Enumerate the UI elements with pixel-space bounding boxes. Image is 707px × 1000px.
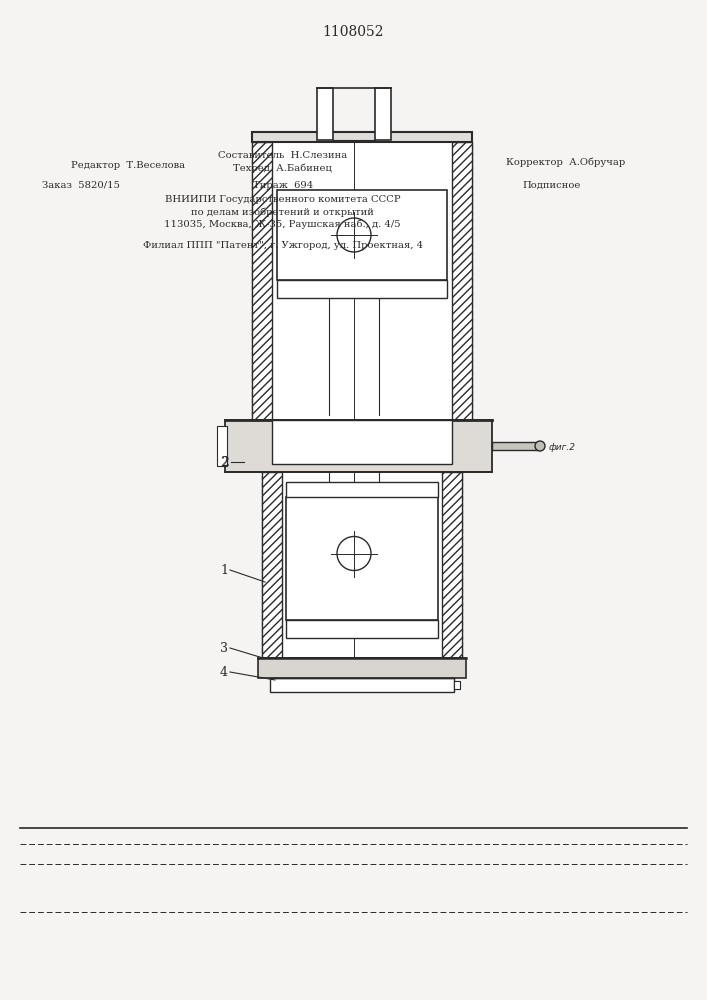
Text: 1108052: 1108052 <box>322 25 384 39</box>
Circle shape <box>337 536 371 570</box>
Bar <box>252 142 472 420</box>
Bar <box>277 280 447 298</box>
Bar <box>252 142 272 420</box>
Text: Корректор  А.Обручар: Корректор А.Обручар <box>506 157 625 167</box>
Text: 1: 1 <box>220 564 228 576</box>
Text: Филиал ППП "Патент", г. Ужгород, ул. Проектная, 4: Филиал ППП "Патент", г. Ужгород, ул. Про… <box>143 240 423 249</box>
Circle shape <box>535 441 545 451</box>
Bar <box>282 472 442 658</box>
Bar <box>442 472 462 658</box>
Bar <box>375 88 391 140</box>
Bar <box>492 442 540 450</box>
Text: 113035, Москва, Ж-35, Раушская наб., д. 4/5: 113035, Москва, Ж-35, Раушская наб., д. … <box>165 219 401 229</box>
Text: Тираж  694: Тираж 694 <box>252 180 313 190</box>
Bar <box>217 426 227 466</box>
Bar <box>317 88 333 140</box>
Bar <box>286 620 438 638</box>
Bar <box>454 681 460 689</box>
Bar <box>286 482 438 497</box>
Bar <box>270 678 454 692</box>
Text: Подписное: Подписное <box>522 180 580 190</box>
Text: Техред  А.Бабинец: Техред А.Бабинец <box>233 163 332 173</box>
Bar <box>258 658 466 678</box>
Bar <box>262 472 282 658</box>
Text: фиг.2: фиг.2 <box>549 444 576 452</box>
Bar <box>225 420 492 472</box>
Text: Заказ  5820/15: Заказ 5820/15 <box>42 180 120 190</box>
Text: 2: 2 <box>220 456 228 468</box>
Bar <box>286 497 438 620</box>
Text: 3: 3 <box>220 642 228 654</box>
Bar <box>277 190 447 280</box>
Text: 2: 2 <box>221 456 229 468</box>
Bar <box>452 142 472 420</box>
Bar <box>252 132 472 142</box>
Text: 4: 4 <box>220 666 228 678</box>
Bar <box>262 472 462 658</box>
Circle shape <box>337 218 371 252</box>
Bar <box>272 142 452 420</box>
Text: по делам изобретений и открытий: по делам изобретений и открытий <box>192 207 374 217</box>
Text: ВНИИПИ Государственного комитета СССР: ВНИИПИ Государственного комитета СССР <box>165 196 401 205</box>
Bar <box>272 420 452 464</box>
Text: Составитель  Н.Слезина: Составитель Н.Слезина <box>218 150 347 159</box>
Text: Редактор  Т.Веселова: Редактор Т.Веселова <box>71 160 185 169</box>
